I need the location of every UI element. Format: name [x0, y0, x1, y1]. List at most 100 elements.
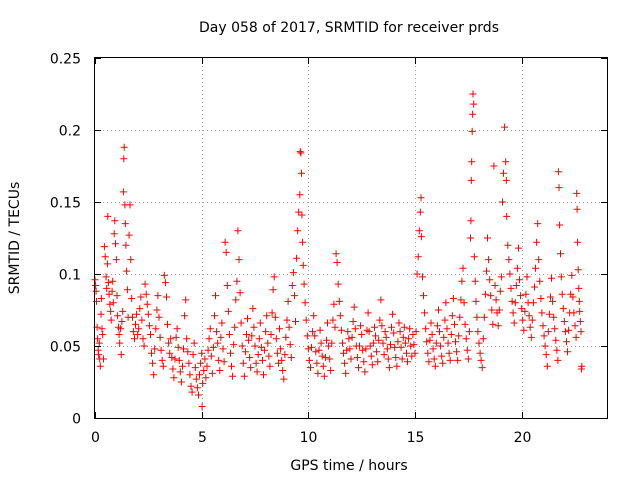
data-point	[440, 333, 448, 341]
data-point	[409, 331, 417, 338]
data-point	[108, 287, 116, 295]
data-point	[325, 342, 333, 350]
data-point	[421, 309, 429, 317]
data-point	[532, 264, 539, 272]
data-point	[404, 358, 411, 366]
data-point	[343, 346, 351, 354]
data-point	[398, 355, 406, 363]
x-tick-label: 0	[91, 430, 100, 446]
data-point	[545, 310, 553, 318]
data-point	[347, 355, 355, 363]
y-tick-label: 0.15	[50, 196, 81, 212]
data-point	[473, 313, 481, 321]
data-point	[446, 356, 454, 364]
data-point	[554, 168, 562, 176]
data-point	[383, 345, 391, 353]
data-point	[542, 351, 550, 359]
data-point	[302, 316, 310, 324]
data-point	[379, 339, 387, 347]
data-point	[119, 188, 127, 196]
data-point	[468, 127, 476, 135]
data-point	[462, 335, 470, 343]
y-tick-label: 0.25	[50, 52, 81, 68]
data-point	[535, 256, 543, 264]
data-point	[189, 351, 197, 359]
data-point	[308, 343, 315, 351]
data-point	[385, 364, 393, 372]
data-point	[400, 323, 408, 331]
data-point	[278, 356, 286, 364]
data-point	[198, 403, 206, 410]
data-point	[539, 322, 547, 330]
data-point	[123, 286, 131, 294]
data-point	[497, 273, 505, 281]
data-point	[430, 355, 438, 363]
data-point	[387, 341, 394, 349]
data-point	[368, 361, 376, 369]
data-point	[191, 364, 199, 372]
data-point	[186, 371, 194, 379]
data-point	[329, 316, 337, 324]
data-point	[506, 270, 514, 278]
data-point	[197, 359, 205, 367]
data-point	[538, 309, 546, 317]
data-point	[276, 325, 283, 333]
data-point	[576, 307, 584, 315]
x-tick-label: 15	[407, 430, 425, 446]
data-point	[148, 349, 155, 357]
data-point	[500, 169, 507, 177]
data-point	[292, 318, 299, 325]
data-point	[289, 269, 297, 277]
data-point	[238, 342, 246, 350]
data-point	[154, 292, 162, 300]
data-point	[235, 256, 243, 264]
data-point	[341, 359, 349, 367]
data-point	[519, 316, 527, 324]
data-point	[467, 234, 474, 242]
data-point	[177, 378, 185, 386]
data-point	[484, 234, 491, 242]
data-point	[260, 371, 267, 379]
data-point	[273, 349, 281, 357]
data-point	[147, 331, 154, 338]
data-point	[218, 319, 226, 327]
data-point	[282, 333, 290, 341]
data-point	[431, 362, 439, 370]
data-point	[205, 335, 213, 343]
data-point	[225, 331, 233, 338]
data-point	[426, 336, 434, 344]
data-point	[359, 346, 367, 354]
data-point	[552, 336, 560, 344]
data-point	[460, 299, 468, 307]
data-point	[263, 312, 271, 320]
data-point	[375, 336, 383, 344]
data-point	[102, 273, 110, 281]
data-point	[578, 362, 586, 370]
data-point	[209, 343, 217, 351]
data-point	[485, 256, 493, 264]
data-point	[468, 158, 476, 166]
data-point	[111, 217, 119, 225]
data-point	[118, 318, 126, 325]
data-point	[471, 277, 479, 285]
data-point	[565, 326, 573, 334]
data-point	[515, 244, 522, 252]
data-point	[214, 339, 222, 347]
data-point	[158, 356, 166, 364]
data-point	[525, 312, 533, 320]
data-point	[502, 176, 510, 184]
data-point	[243, 331, 250, 338]
data-point	[355, 364, 362, 372]
data-point	[183, 335, 191, 343]
data-point	[303, 332, 311, 340]
data-point	[384, 355, 392, 363]
data-point	[437, 342, 445, 350]
data-point	[180, 345, 187, 353]
data-point	[490, 162, 498, 170]
data-point	[442, 299, 450, 307]
data-point	[129, 328, 137, 336]
data-point	[246, 354, 254, 361]
data-point	[575, 284, 583, 292]
data-point	[199, 379, 207, 387]
data-point	[165, 339, 173, 347]
